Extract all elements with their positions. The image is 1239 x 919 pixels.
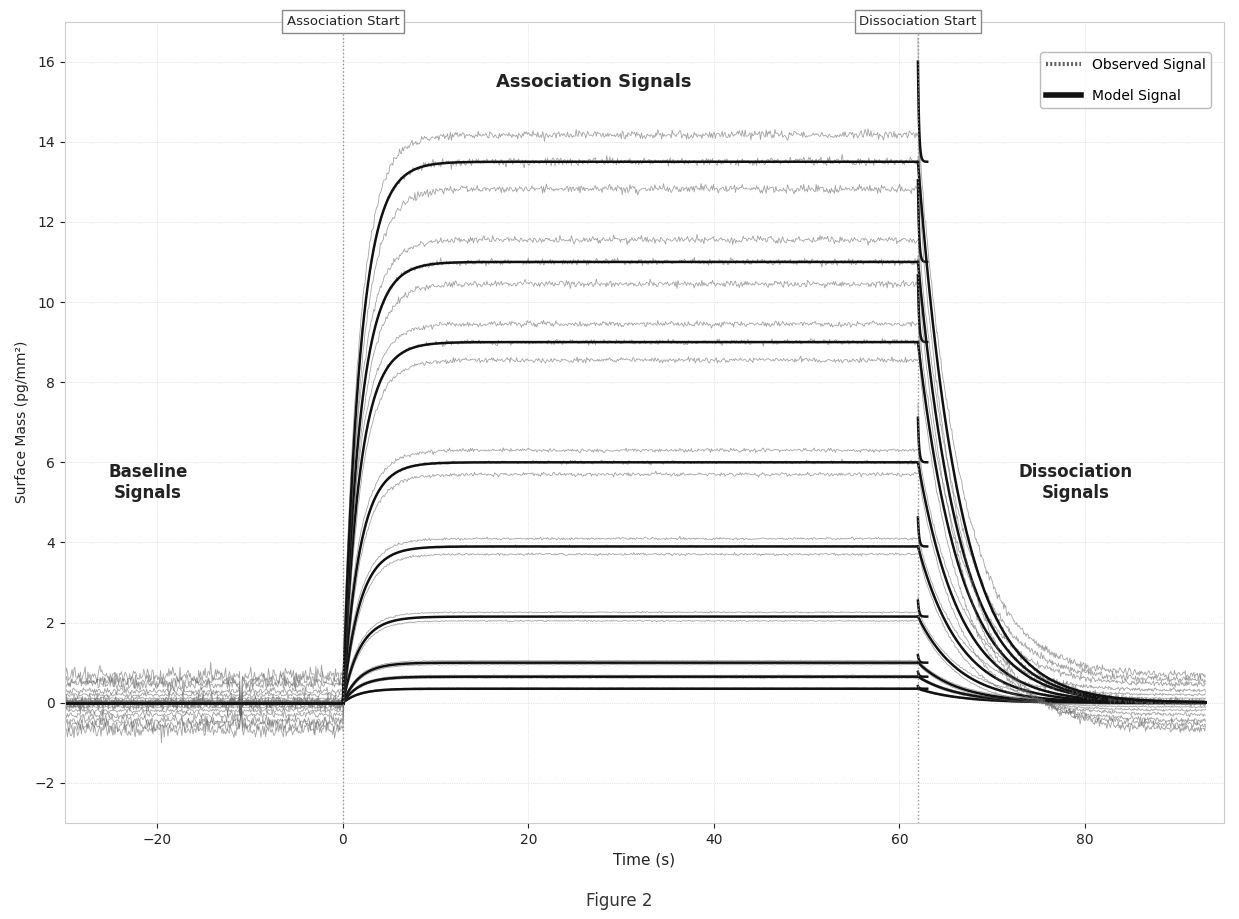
Y-axis label: Surface Mass (pg/mm²): Surface Mass (pg/mm²): [15, 341, 28, 504]
Text: Figure 2: Figure 2: [586, 891, 653, 910]
Text: Dissociation
Signals: Dissociation Signals: [1018, 463, 1132, 502]
Text: Baseline
Signals: Baseline Signals: [109, 463, 188, 502]
X-axis label: Time (s): Time (s): [613, 852, 675, 868]
Legend: Observed Signal, Model Signal: Observed Signal, Model Signal: [1041, 52, 1212, 108]
Text: Dissociation Start: Dissociation Start: [859, 15, 976, 28]
Text: Association Start: Association Start: [286, 15, 399, 28]
Text: Association Signals: Association Signals: [496, 73, 691, 91]
